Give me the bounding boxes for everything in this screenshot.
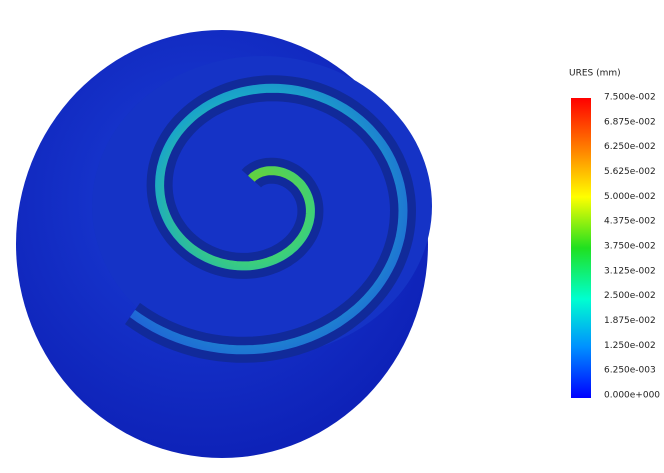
spiral-top	[129, 83, 408, 355]
legend-label: 1.875e-002	[604, 316, 656, 326]
legend-label: 0.000e+000	[604, 391, 660, 401]
legend-label: 3.125e-002	[604, 266, 656, 276]
legend-label: 3.750e-002	[604, 242, 656, 252]
legend-label: 2.500e-002	[604, 291, 656, 301]
legend-label: 5.625e-002	[604, 167, 656, 177]
legend-label: 6.250e-003	[604, 366, 656, 376]
legend-label: 7.500e-002	[604, 93, 656, 103]
legend-label: 4.375e-002	[604, 217, 656, 227]
color-bar	[571, 98, 591, 398]
legend-title: URES (mm)	[569, 69, 621, 79]
legend-label: 6.875e-002	[604, 117, 656, 127]
legend-label: 6.250e-002	[604, 142, 656, 152]
legend-label: 1.250e-002	[604, 341, 656, 351]
legend-label: 5.000e-002	[604, 192, 656, 202]
